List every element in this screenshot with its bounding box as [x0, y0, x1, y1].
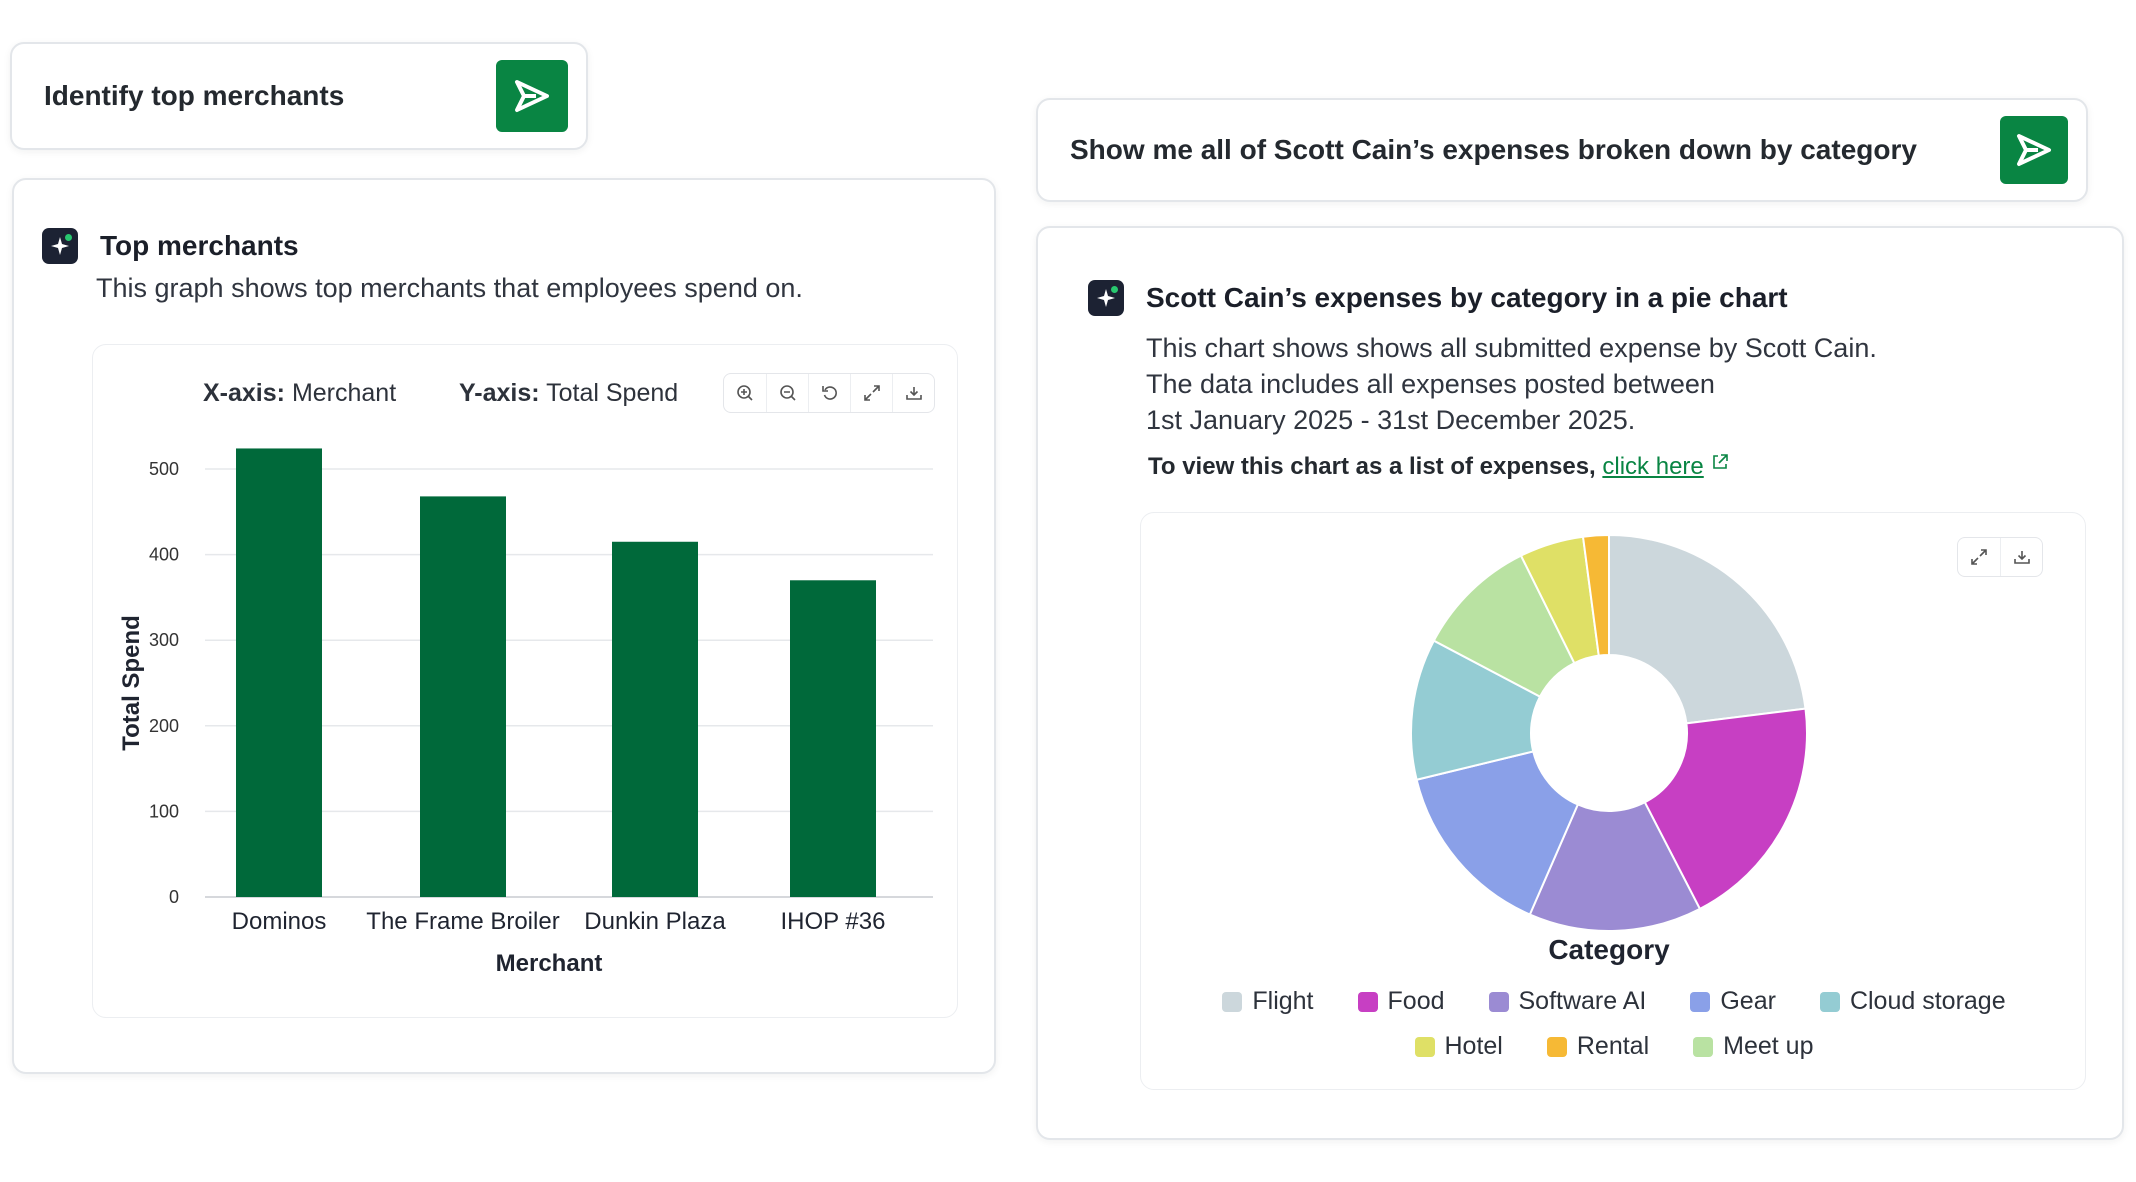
legend-item-cloud-storage[interactable]: Cloud storage — [1819, 987, 2006, 1016]
bar-dunkin-plaza[interactable] — [612, 541, 698, 897]
bar-ihop-36[interactable] — [790, 580, 876, 897]
slice-flight[interactable] — [1608, 533, 1807, 725]
list-view-line: To view this chart as a list of expenses… — [1148, 452, 1730, 481]
legend-swatch — [1693, 1036, 1714, 1057]
click-here-label: click here — [1602, 453, 1704, 480]
x-tick-label: Dominos — [232, 908, 327, 935]
chart-toolbar — [723, 373, 935, 413]
ai-sparkle-icon — [42, 228, 78, 264]
y-tick-label: 300 — [149, 630, 179, 650]
bar-chart-panel: X-axis: Merchant Y-axis: Total Spend 0 — [92, 344, 958, 1018]
legend-label: Software AI — [1518, 987, 1647, 1015]
legend-label: Gear — [1720, 987, 1776, 1015]
y-axis-info-label: Y-axis: — [459, 379, 540, 407]
y-axis-title: Total Spend — [118, 615, 145, 751]
legend-swatch — [1690, 991, 1711, 1012]
expand-icon[interactable] — [1958, 538, 2000, 576]
pie-toolbar — [1957, 537, 2043, 577]
y-tick-label: 400 — [149, 545, 179, 565]
legend-item-rental[interactable]: Rental — [1546, 1032, 1650, 1061]
legend-label: Hotel — [1444, 1032, 1503, 1060]
download-icon[interactable] — [2000, 538, 2042, 576]
y-tick-label: 0 — [169, 887, 179, 907]
desc-line-2: The data includes all expenses posted be… — [1146, 369, 1715, 399]
x-axis-title: Merchant — [496, 950, 603, 977]
y-tick-label: 500 — [149, 459, 179, 479]
reset-icon[interactable] — [808, 374, 850, 412]
prompt-bar-right: Show me all of Scott Cain’s expenses bro… — [1036, 98, 2088, 202]
legend-label: Rental — [1576, 1032, 1650, 1060]
pie-legend: Flight Food Software AI Gear Cloud storage Ho… — [1181, 987, 2047, 1077]
legend-item-gear[interactable]: Gear — [1690, 987, 1776, 1016]
pie-chart-panel: Category Flight Food Software AI Gear Cloud … — [1140, 512, 2086, 1090]
y-tick-label: 200 — [149, 716, 179, 736]
x-tick-label: Dunkin Plaza — [584, 908, 726, 935]
legend-swatch — [1488, 991, 1509, 1012]
send-icon — [515, 80, 549, 112]
slice-gear[interactable] — [1415, 750, 1580, 916]
y-tick-label: 100 — [149, 801, 179, 821]
card-title: Top merchants — [100, 230, 299, 261]
legend-label: Cloud storage — [1849, 987, 2006, 1015]
zoom-out-icon[interactable] — [766, 374, 808, 412]
legend-swatch — [1222, 991, 1243, 1012]
legend-label: Food — [1387, 987, 1445, 1015]
prompt-text: Identify top merchants — [44, 80, 345, 111]
prompt-text-right: Show me all of Scott Cain’s expenses bro… — [1070, 134, 1917, 165]
x-axis-info: X-axis: Merchant — [203, 379, 396, 408]
slice-rental[interactable] — [1581, 533, 1610, 657]
send-button-right[interactable] — [2000, 116, 2068, 184]
bar-chart: 0 100 200 300 400 500 Dominos The Frame Broiler… — [118, 448, 933, 977]
top-merchants-card: Top merchants This graph shows top merch… — [12, 178, 996, 1074]
click-here-link[interactable]: click here — [1602, 453, 1703, 480]
slice-software-ai[interactable] — [1528, 800, 1702, 932]
send-button[interactable] — [496, 60, 568, 132]
x-tick-label: IHOP #36 — [781, 908, 886, 935]
y-axis-info: Y-axis: Total Spend — [459, 379, 678, 408]
expand-icon[interactable] — [850, 374, 892, 412]
desc-line-1: This chart shows shows all submitted exp… — [1146, 333, 1877, 363]
legend-item-food[interactable]: Food — [1357, 987, 1445, 1016]
legend-item-software-ai[interactable]: Software AI — [1488, 987, 1647, 1016]
x-axis-info-value: Merchant — [291, 379, 397, 407]
bar-the-frame-broiler[interactable] — [420, 496, 506, 897]
external-link-icon — [1713, 454, 1729, 469]
legend-item-meet-up[interactable]: Meet up — [1693, 1032, 1813, 1061]
x-axis-info-label: X-axis: — [203, 379, 285, 407]
y-axis-info-value: Total Spend — [546, 379, 679, 407]
list-view-prefix: To view this chart as a list of expenses… — [1148, 453, 1596, 480]
expenses-by-category-card: Scott Cain’s expenses by category in a p… — [1036, 226, 2124, 1140]
x-tick-label: The Frame Broiler — [366, 908, 559, 935]
legend-label: Meet up — [1723, 1032, 1814, 1060]
download-icon[interactable] — [892, 374, 934, 412]
pie-axis-title: Category — [1548, 934, 1670, 965]
ai-sparkle-icon — [1088, 280, 1124, 316]
pie-chart: Category — [1410, 533, 1808, 965]
legend-item-flight[interactable]: Flight — [1222, 987, 1314, 1016]
prompt-bar-left: Identify top merchants — [10, 42, 588, 150]
desc-line-3: 1st January 2025 - 31st December 2025. — [1146, 405, 1636, 435]
legend-swatch — [1819, 991, 1840, 1012]
zoom-in-icon[interactable] — [724, 374, 766, 412]
legend-item-hotel[interactable]: Hotel — [1414, 1032, 1503, 1061]
card-title-right: Scott Cain’s expenses by category in a p… — [1146, 282, 1788, 313]
card-description: This graph shows top merchants that empl… — [96, 273, 803, 303]
slice-cloud-storage[interactable] — [1410, 639, 1542, 781]
slice-food[interactable] — [1643, 707, 1808, 911]
bar-dominos[interactable] — [236, 448, 322, 897]
legend-swatch — [1357, 991, 1378, 1012]
legend-swatch — [1546, 1036, 1567, 1057]
legend-swatch — [1414, 1036, 1435, 1057]
legend-label: Flight — [1252, 987, 1314, 1015]
send-icon — [2017, 134, 2051, 166]
